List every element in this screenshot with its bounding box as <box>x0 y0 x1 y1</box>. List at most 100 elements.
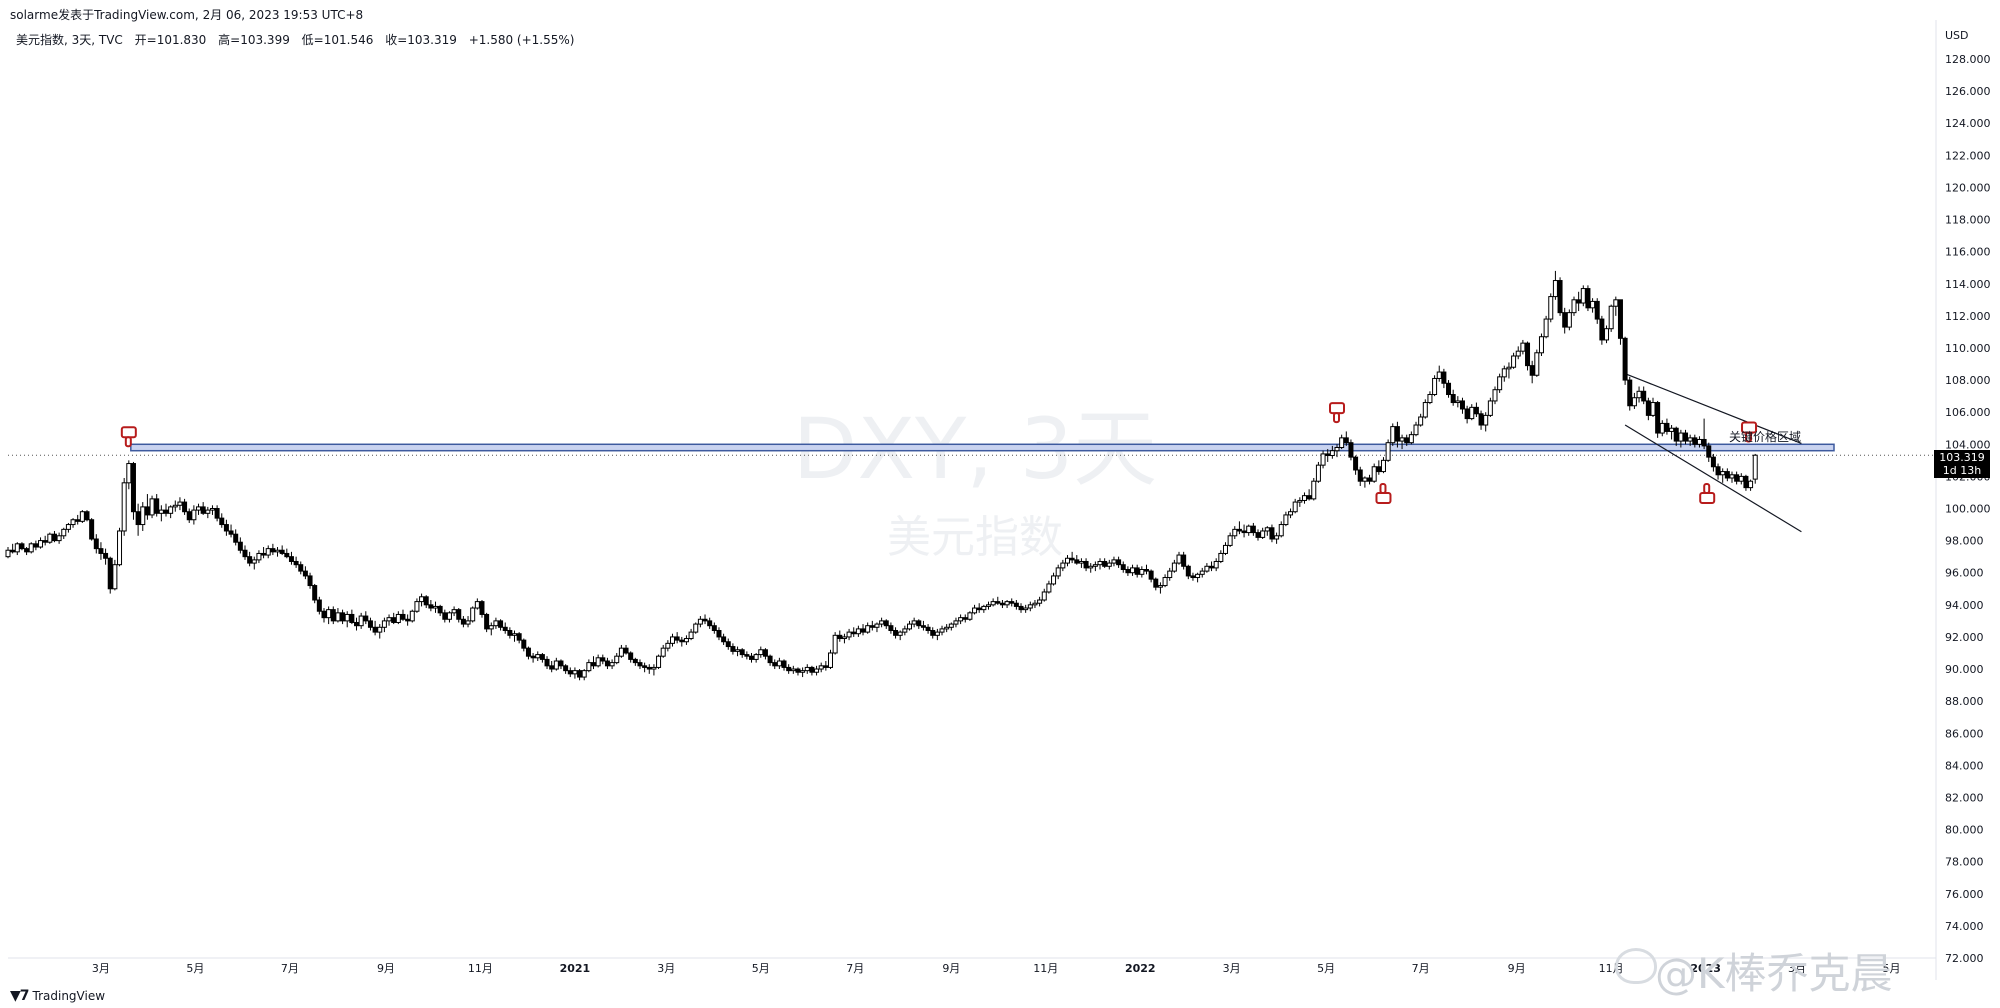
candle-body <box>1627 379 1633 407</box>
x-tick-label: 3月 <box>657 962 675 975</box>
candle-body <box>869 625 875 628</box>
candle-body <box>117 530 123 566</box>
candle-body <box>1413 424 1419 436</box>
candle-body <box>386 617 392 622</box>
candle-body <box>1427 394 1433 404</box>
candle-body <box>697 618 703 625</box>
candle-body <box>391 617 397 623</box>
weibo-icon <box>1615 948 1657 984</box>
candle-body <box>1520 342 1526 352</box>
candle-body <box>1250 525 1256 534</box>
candle-body <box>1199 570 1205 575</box>
candle-body <box>772 662 778 667</box>
y-tick-label: 126.000 <box>1945 85 1991 98</box>
candle-body <box>595 657 601 667</box>
candle-body <box>288 556 294 562</box>
candle-body <box>488 625 494 630</box>
candle-body <box>316 599 322 612</box>
candle-body <box>1390 426 1396 444</box>
candle-body <box>1743 475 1749 489</box>
candle-body <box>716 630 722 638</box>
candle-body <box>985 604 991 607</box>
candle-body <box>1111 559 1117 564</box>
candle-body <box>61 528 67 537</box>
candle-body <box>725 641 731 648</box>
candle-body <box>14 543 20 553</box>
candle-body <box>367 620 373 628</box>
candle-body <box>284 552 290 558</box>
key-zone-label: 关键价格区域 <box>1729 429 1801 444</box>
candle-body <box>911 620 917 625</box>
candle-body <box>512 633 518 636</box>
candle-body <box>1167 570 1173 579</box>
candle-body <box>544 658 550 667</box>
candle-body <box>897 631 903 636</box>
candle-body <box>688 631 694 640</box>
marker-finger <box>124 436 132 448</box>
candle-body <box>679 639 685 643</box>
candle-body <box>98 548 104 554</box>
candle-body <box>999 602 1005 606</box>
candle-body <box>1692 437 1698 445</box>
candle-body <box>748 655 754 660</box>
candle-body <box>674 636 680 641</box>
candle-body <box>1497 376 1503 391</box>
candle-body <box>1181 554 1187 567</box>
watermark-name: 美元指数 <box>887 512 1063 563</box>
candle-body <box>214 508 220 519</box>
candle-body <box>553 660 559 670</box>
candle-body <box>1097 560 1103 566</box>
candle-body <box>1418 416 1424 426</box>
marker-finger <box>1745 431 1753 443</box>
candle-body <box>1278 524 1284 537</box>
candle-body <box>1580 288 1586 304</box>
candle-body <box>618 647 624 657</box>
y-tick-label: 124.000 <box>1945 117 1991 130</box>
candle-body <box>84 511 90 521</box>
candle-body <box>1622 337 1628 381</box>
candle-body <box>656 655 662 668</box>
candle-body <box>223 524 229 532</box>
y-tick-label: 76.000 <box>1945 888 1984 901</box>
candle-body <box>581 670 587 678</box>
candle-body <box>1464 408 1470 420</box>
candle-body <box>1422 402 1428 418</box>
candle-body <box>823 665 829 668</box>
candle-body <box>42 540 48 543</box>
tradingview-logo-text: TradingView <box>32 989 106 1003</box>
candle-body <box>428 604 434 609</box>
candle-body <box>103 552 109 559</box>
candle-body <box>539 654 545 660</box>
candle-body <box>474 601 480 609</box>
candle-body <box>776 660 782 667</box>
candle-body <box>1432 377 1438 396</box>
tradingview-logo[interactable]: ▼7 TradingView <box>10 988 105 1004</box>
candle-body <box>1492 389 1498 402</box>
candle-body <box>577 670 583 678</box>
candle-body <box>1292 501 1298 513</box>
publish-info: solarme发表于TradingView.com, 2月 06, 2023 1… <box>10 6 363 23</box>
candle-body <box>1641 390 1647 402</box>
candle-body <box>879 620 885 625</box>
candle-body <box>1362 477 1368 482</box>
candle-body <box>1529 365 1535 376</box>
candle-body <box>1213 560 1219 569</box>
candle-body <box>1659 422 1665 434</box>
candle-body <box>614 655 620 664</box>
channel-upper-line <box>1624 373 1802 445</box>
candle-body <box>1650 402 1656 416</box>
candle-body <box>1004 601 1010 606</box>
marker-finger <box>1379 483 1387 495</box>
candle-body <box>209 508 215 511</box>
candle-body <box>1696 438 1702 445</box>
candle-body <box>414 601 420 612</box>
candle-body <box>1385 442 1391 461</box>
candle-body <box>163 509 169 514</box>
legend-close: 收=103.319 <box>385 33 457 47</box>
candle-body <box>762 649 768 657</box>
x-tick-label: 3月 <box>1788 962 1806 975</box>
y-tick-label: 74.000 <box>1945 920 1984 933</box>
candle-body <box>1701 438 1707 447</box>
candle-layer <box>5 270 1758 681</box>
